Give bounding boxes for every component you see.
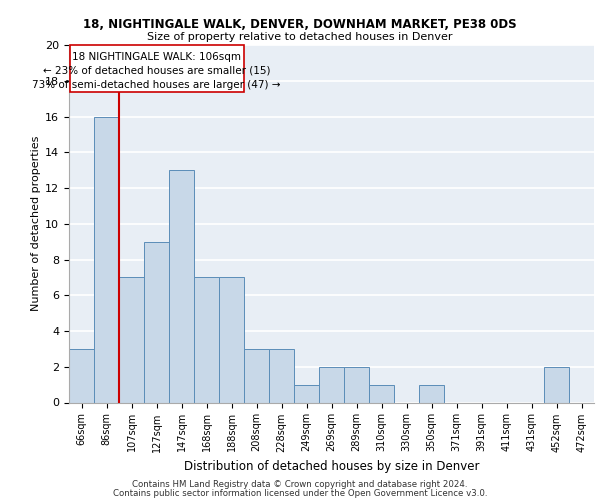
FancyBboxPatch shape (70, 45, 244, 92)
Y-axis label: Number of detached properties: Number of detached properties (31, 136, 41, 312)
Bar (369, 384, 394, 402)
Bar (69, 349, 94, 403)
Bar (244, 349, 269, 403)
Bar (194, 278, 219, 402)
Bar (219, 278, 244, 402)
Bar (144, 242, 169, 402)
Bar (269, 349, 294, 403)
Bar (94, 116, 119, 403)
X-axis label: Distribution of detached houses by size in Denver: Distribution of detached houses by size … (184, 460, 479, 473)
Bar (169, 170, 194, 402)
Text: 73% of semi-detached houses are larger (47) →: 73% of semi-detached houses are larger (… (32, 80, 281, 90)
Text: Size of property relative to detached houses in Denver: Size of property relative to detached ho… (147, 32, 453, 42)
Bar (344, 367, 369, 402)
Bar (319, 367, 344, 402)
Text: Contains HM Land Registry data © Crown copyright and database right 2024.: Contains HM Land Registry data © Crown c… (132, 480, 468, 489)
Text: Contains public sector information licensed under the Open Government Licence v3: Contains public sector information licen… (113, 489, 487, 498)
Text: ← 23% of detached houses are smaller (15): ← 23% of detached houses are smaller (15… (43, 66, 271, 76)
Bar (294, 384, 319, 402)
Text: 18 NIGHTINGALE WALK: 106sqm: 18 NIGHTINGALE WALK: 106sqm (72, 52, 241, 62)
Text: 18, NIGHTINGALE WALK, DENVER, DOWNHAM MARKET, PE38 0DS: 18, NIGHTINGALE WALK, DENVER, DOWNHAM MA… (83, 18, 517, 30)
Bar (544, 367, 569, 402)
Bar (419, 384, 444, 402)
Bar (119, 278, 144, 402)
